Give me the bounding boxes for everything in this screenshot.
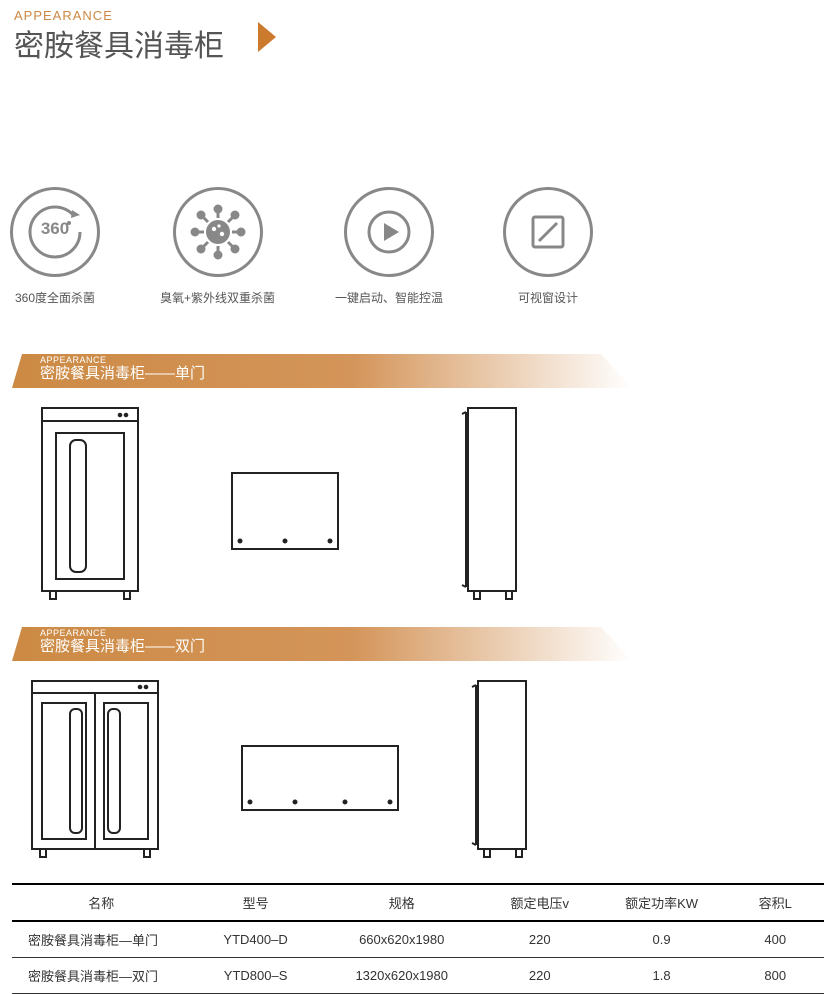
top-view-icon (240, 744, 400, 814)
play-icon (344, 187, 434, 277)
cell: 1320x620x1980 (321, 958, 483, 994)
col-header: 名称 (12, 884, 191, 921)
front-view-icon (30, 679, 160, 859)
virus-icon (173, 187, 263, 277)
col-header: 额定功率KW (597, 884, 727, 921)
top-view-icon (230, 471, 340, 551)
cell: 220 (483, 921, 597, 958)
page-header: APPEARANCE 密胺餐具消毒柜 (0, 0, 824, 77)
window-icon (503, 187, 593, 277)
section-banner-double: APPEARANCE 密胺餐具消毒柜——双门 (12, 627, 812, 661)
feature-item: 臭氧+紫外线双重杀菌 (160, 187, 275, 306)
rotate-360-icon: 360 (10, 187, 100, 277)
cell: 密胺餐具消毒柜—双门 (12, 958, 191, 994)
header-text: APPEARANCE 密胺餐具消毒柜 (14, 8, 224, 65)
cell: 密胺餐具消毒柜—单门 (12, 921, 191, 958)
banner-title: 密胺餐具消毒柜——双门 (40, 639, 205, 656)
spec-table: 名称 型号 规格 额定电压v 额定功率KW 容积L 密胺餐具消毒柜—单门 YTD… (12, 883, 824, 994)
cell: YTD800–S (191, 958, 321, 994)
feature-item: 一键启动、智能控温 (335, 187, 443, 306)
banner-eyebrow: APPEARANCE (40, 356, 205, 365)
cell: 800 (727, 958, 824, 994)
side-view-icon (460, 406, 522, 601)
feature-item: 360 360度全面杀菌 (10, 187, 100, 306)
drawing-row-double (0, 661, 824, 877)
chevron-right-icon (254, 18, 284, 65)
cell: 0.9 (597, 921, 727, 958)
cell: YTD400–D (191, 921, 321, 958)
table-row: 密胺餐具消毒柜—双门 YTD800–S 1320x620x1980 220 1.… (12, 958, 824, 994)
side-view-icon (470, 679, 532, 859)
feature-item: 可视窗设计 (503, 187, 593, 306)
front-view-icon (40, 406, 140, 601)
cell: 1.8 (597, 958, 727, 994)
col-header: 额定电压v (483, 884, 597, 921)
header-title: 密胺餐具消毒柜 (14, 21, 224, 65)
col-header: 容积L (727, 884, 824, 921)
feature-label: 可视窗设计 (518, 289, 578, 306)
col-header: 规格 (321, 884, 483, 921)
feature-label: 臭氧+紫外线双重杀菌 (160, 289, 275, 306)
cell: 400 (727, 921, 824, 958)
feature-row: 360 360度全面杀菌 (0, 77, 824, 346)
svg-text:360: 360 (41, 219, 69, 238)
cell: 220 (483, 958, 597, 994)
drawing-row-single (0, 388, 824, 619)
table-row: 密胺餐具消毒柜—单门 YTD400–D 660x620x1980 220 0.9… (12, 921, 824, 958)
col-header: 型号 (191, 884, 321, 921)
feature-label: 360度全面杀菌 (15, 289, 95, 306)
banner-title: 密胺餐具消毒柜——单门 (40, 366, 205, 383)
cell: 660x620x1980 (321, 921, 483, 958)
feature-label: 一键启动、智能控温 (335, 289, 443, 306)
banner-eyebrow: APPEARANCE (40, 629, 205, 638)
section-banner-single: APPEARANCE 密胺餐具消毒柜——单门 (12, 354, 812, 388)
table-header-row: 名称 型号 规格 额定电压v 额定功率KW 容积L (12, 884, 824, 921)
